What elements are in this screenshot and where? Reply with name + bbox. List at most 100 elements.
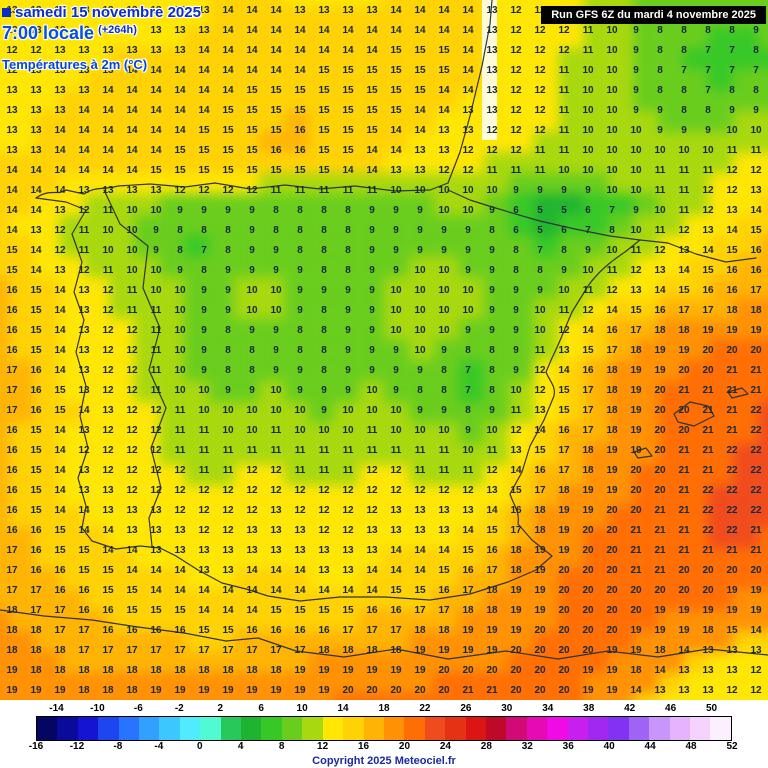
- temp-cell-bg: [209, 485, 235, 506]
- temp-cell-bg: [334, 464, 360, 486]
- temp-cell-bg: [109, 131, 135, 153]
- temp-cell-bg: [508, 672, 534, 694]
- temp-value: 10: [462, 284, 474, 296]
- temp-cell-bg: [433, 110, 459, 132]
- temp-value: 16: [6, 504, 18, 516]
- temp-cell-bg: [583, 256, 609, 278]
- temp-value: 19: [582, 484, 594, 496]
- temp-cell-bg: [758, 485, 768, 506]
- temp-value: 11: [678, 164, 690, 176]
- temp-cell-bg: [533, 235, 559, 257]
- temp-value: 12: [678, 224, 690, 236]
- temp-value: 13: [102, 484, 114, 496]
- temp-cell-bg: [184, 506, 210, 527]
- temp-value: 7: [585, 224, 591, 236]
- temp-cell-bg: [334, 27, 360, 49]
- colorbar-tick-label: 46: [665, 703, 677, 714]
- temp-value: 14: [150, 104, 162, 116]
- temp-cell-bg: [334, 630, 360, 652]
- temp-value: 9: [705, 124, 711, 136]
- temp-cell-bg: [408, 318, 434, 340]
- temp-cell-bg: [384, 90, 409, 111]
- temp-cell-bg: [508, 318, 534, 340]
- temp-cell-bg: [9, 298, 35, 319]
- temp-cell-bg: [433, 651, 459, 673]
- temp-cell-bg: [159, 610, 185, 631]
- temp-value: 15: [390, 64, 402, 76]
- temp-value: 18: [510, 564, 522, 576]
- temp-cell-bg: [733, 131, 759, 153]
- temp-value: 17: [150, 644, 162, 656]
- colorbar-cell: [526, 717, 548, 740]
- temp-cell-bg: [259, 6, 285, 28]
- temp-cell-bg: [458, 298, 484, 319]
- temp-cell-bg: [433, 485, 459, 506]
- temp-cell-bg: [558, 235, 584, 257]
- temp-value: 15: [390, 44, 402, 56]
- temp-value: 13: [750, 644, 762, 656]
- temp-cell-bg: [633, 443, 659, 465]
- temp-value: 9: [753, 24, 759, 36]
- temp-cell-bg: [259, 90, 285, 111]
- temp-cell-bg: [59, 693, 85, 700]
- temp-cell-bg: [59, 0, 85, 7]
- temp-value: 14: [318, 584, 330, 596]
- temp-value: 19: [630, 384, 642, 396]
- temp-value: 15: [222, 164, 234, 176]
- temp-value: 16: [174, 624, 186, 636]
- temp-value: 10: [126, 244, 138, 256]
- temp-cell-bg: [384, 27, 409, 49]
- temp-cell-bg: [184, 693, 210, 700]
- temp-value: 15: [414, 584, 426, 596]
- temp-cell-bg: [384, 464, 409, 486]
- temp-value: 9: [249, 384, 255, 396]
- temp-cell-bg: [84, 651, 110, 673]
- temp-value: 14: [54, 144, 66, 156]
- temp-value: 14: [222, 24, 234, 36]
- temp-value: 18: [726, 304, 738, 316]
- temp-value: 15: [702, 264, 714, 276]
- temp-cell-bg: [109, 235, 135, 257]
- temp-cell-bg: [9, 173, 35, 194]
- temp-value: 14: [654, 664, 666, 676]
- temp-cell-bg: [9, 6, 35, 28]
- temp-value: 11: [750, 144, 762, 156]
- temp-value: 13: [342, 544, 354, 556]
- temp-value: 10: [750, 124, 762, 136]
- temp-cell-bg: [209, 131, 235, 153]
- temp-cell-bg: [184, 110, 210, 132]
- temp-value: 13: [726, 204, 738, 216]
- temp-value: 8: [297, 204, 303, 216]
- temp-value: 15: [246, 164, 258, 176]
- temp-value: 13: [702, 224, 714, 236]
- temp-value: 20: [726, 564, 738, 576]
- temp-value: 19: [486, 644, 498, 656]
- temp-value: 16: [6, 424, 18, 436]
- temp-value: 13: [414, 144, 426, 156]
- temp-cell-bg: [284, 110, 310, 132]
- temp-cell-bg: [234, 526, 260, 548]
- temp-value: 11: [558, 64, 570, 76]
- temp-cell-bg: [708, 360, 734, 382]
- temp-value: 9: [561, 184, 567, 196]
- temp-value: 14: [126, 144, 138, 156]
- temp-value: 17: [342, 624, 354, 636]
- temp-cell-bg: [433, 152, 459, 174]
- temp-cell-bg: [59, 173, 85, 194]
- temp-cell-bg: [109, 277, 135, 298]
- temp-value: 9: [321, 284, 327, 296]
- temp-value: 8: [297, 344, 303, 356]
- temp-value: 12: [174, 184, 186, 196]
- temp-cell-bg: [633, 485, 659, 506]
- temp-cell-bg: [458, 547, 484, 569]
- temp-value: 10: [246, 404, 258, 416]
- temp-value: 13: [534, 404, 546, 416]
- temp-cell-bg: [533, 568, 559, 590]
- temp-value: 12: [702, 184, 714, 196]
- temp-value: 12: [534, 384, 546, 396]
- temp-value: 13: [54, 264, 66, 276]
- temp-value: 15: [414, 64, 426, 76]
- temp-value: 16: [30, 384, 42, 396]
- temp-value: 8: [561, 244, 567, 256]
- temp-cell-bg: [9, 0, 35, 7]
